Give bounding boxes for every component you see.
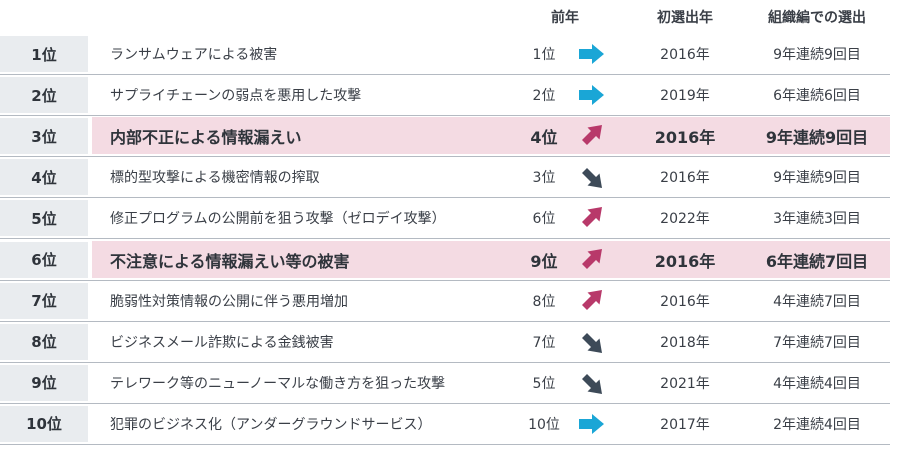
threat-name: 脆弱性対策情報の公開に伴う悪用増加: [110, 293, 348, 310]
arrow-down-right-icon: [582, 373, 602, 394]
consecutive-count: 7年連続7回目: [773, 334, 861, 351]
table-header: 前年 初選出年 組織編での選出: [0, 0, 900, 33]
trend-indicator: [576, 240, 606, 280]
trend-indicator: [576, 322, 606, 362]
arrow-up-right-icon: [582, 248, 602, 269]
consecutive-count: 9年連続9回目: [773, 170, 861, 187]
threat-name: ランサムウェアによる被害: [110, 47, 278, 64]
trend-indicator: [576, 75, 606, 115]
consecutive-count: 4年連続7回目: [773, 293, 861, 310]
highlight-band: [92, 117, 890, 155]
prev-rank: 5位: [532, 375, 556, 392]
threat-name: 標的型攻撃による機密情報の搾取: [110, 170, 320, 187]
threat-name: ビジネスメール詐欺による金銭被害: [110, 334, 334, 351]
arrow-up-right-icon: [582, 289, 602, 310]
first-selected-year: 2016年: [660, 293, 710, 310]
highlight-band: [92, 240, 890, 278]
first-selected-year: 2016年: [654, 251, 716, 271]
prev-rank: 6位: [532, 211, 556, 228]
first-selected-year: 2018年: [660, 334, 710, 351]
table-row: 9位 テレワーク等のニューノーマルな働き方を狙った攻撃 5位 2021年 4年連続4回目: [0, 363, 890, 404]
rank-cell: 8位: [0, 323, 88, 360]
prev-rank: 10位: [528, 416, 560, 433]
rank-cell: 10位: [0, 405, 88, 442]
prev-rank: 4位: [530, 128, 558, 148]
arrow-up-right-icon: [582, 207, 602, 228]
arrow-right-icon: [579, 413, 604, 434]
rank-cell: 3位: [0, 118, 88, 155]
table-row: 10位 犯罪のビジネス化（アンダーグラウンドサービス） 10位 2017年 2年連続4回…: [0, 404, 890, 445]
table-row: 8位 ビジネスメール詐欺による金銭被害 7位 2018年 7年連続7回目: [0, 322, 890, 363]
arrow-down-right-icon: [582, 332, 602, 353]
consecutive-count: 6年連続6回目: [773, 88, 861, 105]
consecutive-count: 2年連続4回目: [773, 416, 861, 433]
trend-indicator: [576, 34, 606, 74]
arrow-right-icon: [579, 85, 604, 106]
table-row: 5位 修正プログラムの公開前を狙う攻撃（ゼロデイ攻撃） 6位 2022年 3年連続3回目: [0, 198, 890, 240]
trend-indicator: [576, 281, 606, 321]
arrow-up-right-icon: [582, 125, 602, 146]
rank-cell: 7位: [0, 282, 88, 319]
first-selected-year: 2017年: [660, 416, 710, 433]
table-row: 2位 サプライチェーンの弱点を悪用した攻撃 2位 2019年 6年連続6回目: [0, 75, 890, 117]
trend-indicator: [576, 363, 606, 403]
first-selected-year: 2016年: [654, 128, 716, 148]
trend-indicator: [576, 157, 606, 197]
rank-cell: 9位: [0, 364, 88, 401]
consecutive-count: 9年連続9回目: [773, 47, 861, 64]
rank-cell: 6位: [0, 241, 88, 278]
arrow-right-icon: [579, 44, 604, 65]
threat-name: 内部不正による情報漏えい: [110, 128, 302, 148]
first-selected-year: 2016年: [660, 47, 710, 64]
rank-cell: 4位: [0, 159, 88, 196]
table-row: 4位 標的型攻撃による機密情報の搾取 3位 2016年 9年連続9回目: [0, 157, 890, 199]
trend-indicator: [576, 404, 606, 444]
threat-name: テレワーク等のニューノーマルな働き方を狙った攻撃: [110, 375, 446, 392]
arrow-down-right-icon: [582, 168, 602, 189]
trend-indicator: [576, 116, 606, 156]
table-row: 7位 脆弱性対策情報の公開に伴う悪用増加 8位 2016年 4年連続7回目: [0, 281, 890, 322]
prev-rank: 3位: [532, 170, 556, 187]
rank-cell: 2位: [0, 77, 88, 114]
threat-name: 修正プログラムの公開前を狙う攻撃（ゼロデイ攻撃）: [110, 211, 446, 228]
threat-name: 不注意による情報漏えい等の被害: [110, 251, 350, 271]
prev-rank: 9位: [530, 251, 558, 271]
rank-cell: 1位: [0, 36, 88, 73]
first-selected-year: 2016年: [660, 170, 710, 187]
header-prev-year: 前年: [551, 10, 579, 26]
trend-indicator: [576, 198, 606, 238]
first-selected-year: 2022年: [660, 211, 710, 228]
first-selected-year: 2021年: [660, 375, 710, 392]
table-row: 6位 不注意による情報漏えい等の被害 9位 2016年 6年連続7回目: [0, 240, 890, 281]
prev-rank: 2位: [532, 88, 556, 105]
prev-rank: 1位: [532, 47, 556, 64]
header-first-year: 初選出年: [657, 10, 713, 26]
rank-cell: 5位: [0, 200, 88, 237]
table-row: 3位 内部不正による情報漏えい 4位 2016年 9年連続9回目: [0, 116, 890, 158]
threat-name: 犯罪のビジネス化（アンダーグラウンドサービス）: [110, 416, 432, 433]
table-row: 1位 ランサムウェアによる被害 1位 2016年 9年連続9回目: [0, 34, 890, 76]
first-selected-year: 2019年: [660, 88, 710, 105]
consecutive-count: 6年連続7回目: [765, 251, 869, 271]
prev-rank: 8位: [532, 293, 556, 310]
threat-name: サプライチェーンの弱点を悪用した攻撃: [110, 88, 362, 105]
consecutive-count: 4年連続4回目: [773, 375, 861, 392]
consecutive-count: 3年連続3回目: [773, 211, 861, 228]
prev-rank: 7位: [532, 334, 556, 351]
consecutive-count: 9年連続9回目: [765, 128, 869, 148]
header-consecutive: 組織編での選出: [768, 10, 866, 26]
